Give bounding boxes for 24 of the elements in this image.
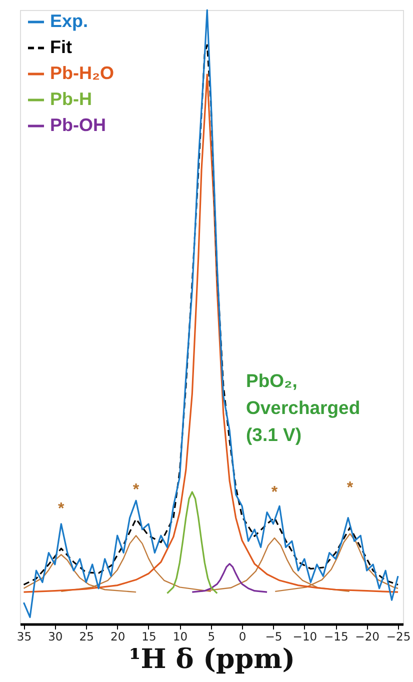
- x-tick-label: 15: [142, 630, 156, 644]
- legend-label: Fit: [50, 37, 72, 57]
- x-tick-label: −10: [292, 630, 318, 644]
- x-tick-label: 30: [48, 630, 63, 644]
- x-axis-title: ¹H δ (ppm): [128, 644, 296, 675]
- annotation: *: [132, 482, 140, 499]
- legend-label: Pb-OH: [50, 115, 106, 135]
- legend-label: Pb-H₂O: [50, 63, 114, 83]
- x-tick-label: 0: [238, 630, 246, 644]
- x-tick-label: −25: [386, 630, 411, 644]
- annotation: *: [271, 484, 278, 502]
- x-tick-label: 20: [110, 630, 126, 644]
- x-tick-label: 5: [208, 630, 216, 644]
- annotation: PbO₂, Overcharged (3.1 V): [246, 370, 360, 445]
- x-tick-label: 35: [16, 630, 32, 644]
- legend-label: Exp.: [50, 11, 88, 31]
- annotation: *: [346, 480, 354, 497]
- legend-label: Pb-H: [50, 89, 92, 109]
- x-tick-label: 10: [172, 630, 188, 644]
- x-tick-label: −5: [265, 630, 282, 644]
- annotation: *: [58, 500, 66, 518]
- x-tick-label: 25: [79, 630, 94, 644]
- x-tick-label: −20: [355, 630, 380, 644]
- x-tick-label: −15: [324, 630, 348, 644]
